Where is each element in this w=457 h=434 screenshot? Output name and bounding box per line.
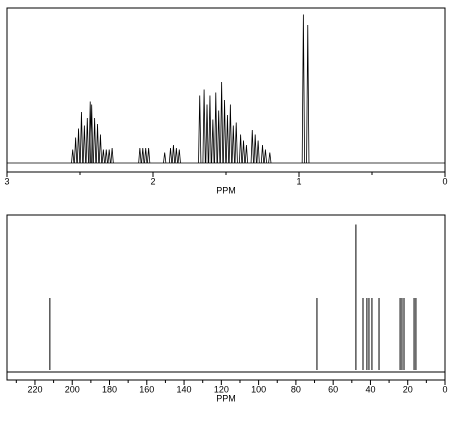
peak [90,104,94,164]
peak [239,134,243,164]
x-tick-label: 40 [365,384,375,394]
x-tick-label: 100 [251,384,266,394]
peak [217,110,221,164]
peak [79,111,84,164]
peak [82,125,86,164]
peak [110,147,114,164]
peak [147,147,151,164]
peak [268,152,272,164]
peak [222,99,227,164]
x-tick-label: 20 [403,384,413,394]
peak [306,24,310,164]
peak [71,149,75,164]
peak [107,149,111,164]
peak [202,89,206,164]
peak [198,95,202,164]
peak [234,122,238,164]
peak [74,137,78,164]
x-tick-label: 120 [214,384,229,394]
peak [138,147,142,164]
peak [93,117,97,164]
peak [205,104,209,164]
peak [214,92,218,164]
peak [228,104,232,164]
peak [260,144,265,164]
peak [220,81,224,164]
x-tick-label: 0 [442,384,447,394]
x-tick-label: 2 [150,176,155,186]
x-axis-label: PPM [216,185,236,195]
x-tick-label: 80 [291,384,301,394]
peak [177,149,181,164]
peak [244,144,249,164]
x-tick-label: 60 [328,384,338,394]
peak [141,147,145,164]
x-axis-label: PPM [216,393,236,403]
peak [225,114,230,164]
x-tick-label: 0 [442,176,447,186]
x-tick-label: 3 [4,176,9,186]
x-tick-label: 160 [139,384,154,394]
peak [85,117,89,164]
peak [208,95,212,164]
x-tick-label: 140 [177,384,192,394]
peak [104,149,108,164]
x-tick-label: 1 [296,176,301,186]
peak [171,144,176,164]
peak [250,129,254,164]
peak [98,134,103,164]
peak [241,140,246,164]
peak [253,134,257,164]
x-tick-label: 220 [27,384,42,394]
peak [168,147,173,164]
peak [301,14,305,164]
peak [163,152,167,164]
peak [76,128,81,164]
peak [256,140,260,164]
peak [211,119,215,164]
peak [263,149,268,164]
peak [95,123,100,164]
peak [231,125,235,164]
plot-frame [6,7,446,173]
x-tick-label: 180 [102,384,117,394]
plot-frame [6,214,446,381]
peak [174,147,178,164]
peak [101,149,105,164]
x-tick-label: 200 [65,384,80,394]
peak [144,147,148,164]
